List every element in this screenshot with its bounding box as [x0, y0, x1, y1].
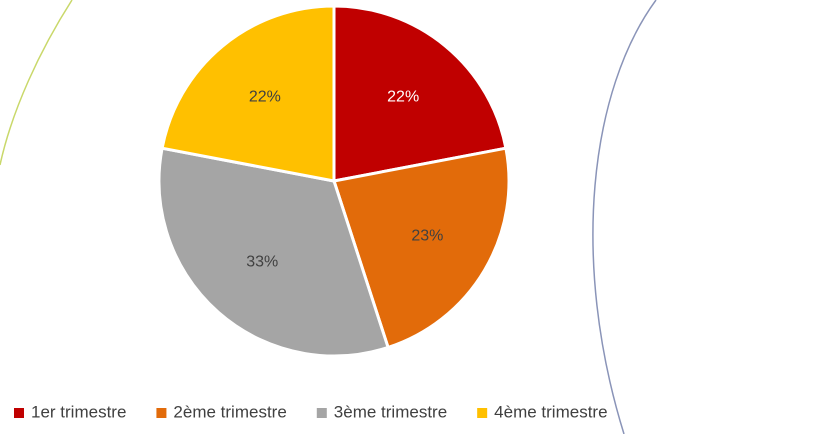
data-label: 33% — [246, 254, 278, 271]
legend-swatch — [156, 408, 167, 418]
legend-label: 1er trimestre — [31, 402, 126, 421]
legend-swatch — [477, 408, 488, 418]
data-label: 22% — [249, 89, 281, 106]
pie-slice — [157, 146, 390, 358]
legend-label: 2ème trimestre — [173, 402, 286, 421]
decor-arc — [0, 0, 73, 166]
data-label: 23% — [411, 227, 443, 244]
data-label: 22% — [387, 89, 419, 106]
pie-slice — [332, 4, 508, 183]
legend-swatch — [14, 408, 24, 418]
pie-slice — [332, 146, 511, 350]
legend-label: 3ème trimestre — [334, 402, 447, 421]
pie-slice — [160, 4, 336, 183]
decor-arc — [592, 0, 657, 434]
legend-label: 4ème trimestre — [494, 402, 607, 421]
legend-swatch — [316, 408, 327, 418]
pie: 22% 23% 33% 22% — [157, 4, 511, 358]
legend: 1er trimestre 2ème trimestre 3ème trimestr… — [14, 402, 608, 421]
